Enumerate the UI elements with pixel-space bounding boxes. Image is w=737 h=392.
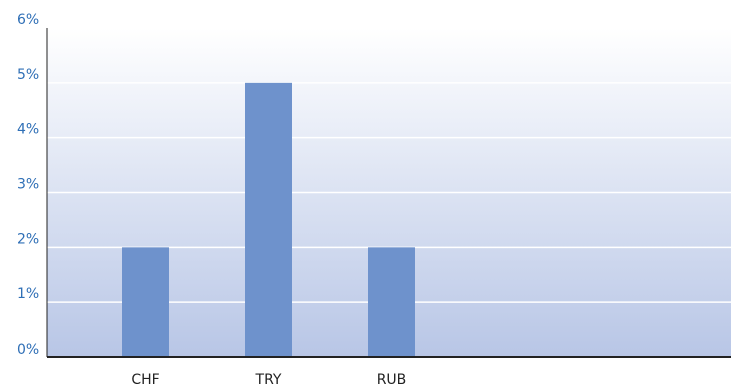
bar-try (245, 82, 292, 357)
x-tick-label-chf: CHF (131, 372, 159, 388)
bar-chf (122, 247, 169, 357)
y-tick-label: 6% (17, 12, 39, 28)
y-tick-label: 5% (17, 67, 39, 83)
y-tick-label: 4% (17, 122, 39, 138)
x-tick-label-try: TRY (255, 372, 282, 388)
y-tick-label: 2% (17, 231, 39, 247)
x-tick-label-rub: RUB (377, 372, 407, 388)
bar-rub (368, 247, 415, 357)
y-tick-label: 3% (17, 177, 39, 193)
x-tick-labels: CHF TRY RUB (131, 372, 406, 388)
y-tick-labels: 0% 1% 2% 3% 4% 5% 6% (17, 12, 39, 358)
y-tick-label: 1% (17, 286, 39, 302)
y-tick-label: 0% (17, 342, 39, 358)
bars (122, 82, 415, 357)
